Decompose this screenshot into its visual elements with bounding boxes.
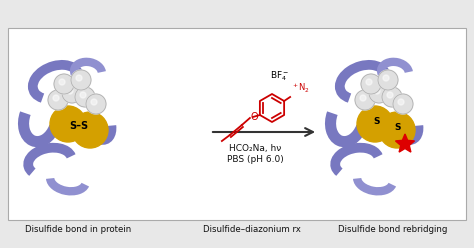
Circle shape <box>80 92 86 98</box>
Circle shape <box>62 83 82 103</box>
Text: S–S: S–S <box>69 121 89 131</box>
Circle shape <box>53 95 59 101</box>
Circle shape <box>50 106 86 142</box>
Text: $\mathregular{BF_4^-}$: $\mathregular{BF_4^-}$ <box>270 69 290 83</box>
Text: S: S <box>395 123 401 131</box>
Circle shape <box>71 70 91 90</box>
Text: O: O <box>250 112 258 122</box>
Circle shape <box>48 90 68 110</box>
Circle shape <box>75 87 95 107</box>
Text: Disulfide–diazonium rx: Disulfide–diazonium rx <box>203 225 301 235</box>
Circle shape <box>76 75 82 81</box>
Circle shape <box>72 112 108 148</box>
Text: PBS (pH 6.0): PBS (pH 6.0) <box>227 155 283 163</box>
Circle shape <box>59 79 65 85</box>
Circle shape <box>398 99 404 105</box>
Polygon shape <box>395 134 414 152</box>
Circle shape <box>369 83 389 103</box>
Circle shape <box>383 75 389 81</box>
Text: Disulfide bond in protein: Disulfide bond in protein <box>25 225 131 235</box>
FancyBboxPatch shape <box>8 28 466 220</box>
Circle shape <box>366 79 372 85</box>
Circle shape <box>67 88 73 94</box>
Circle shape <box>379 112 415 148</box>
Text: Disulfide bond rebridging: Disulfide bond rebridging <box>338 225 447 235</box>
Circle shape <box>360 95 366 101</box>
Circle shape <box>374 88 380 94</box>
Circle shape <box>387 92 393 98</box>
Circle shape <box>378 70 398 90</box>
Circle shape <box>361 74 381 94</box>
Text: S: S <box>374 117 380 125</box>
Circle shape <box>355 90 375 110</box>
Circle shape <box>91 99 97 105</box>
Circle shape <box>382 87 402 107</box>
Text: $\mathregular{^+N_2}$: $\mathregular{^+N_2}$ <box>291 82 310 95</box>
Circle shape <box>393 94 413 114</box>
Circle shape <box>357 106 393 142</box>
Text: HCO₂Na, hν: HCO₂Na, hν <box>229 144 281 153</box>
Circle shape <box>54 74 74 94</box>
Circle shape <box>86 94 106 114</box>
